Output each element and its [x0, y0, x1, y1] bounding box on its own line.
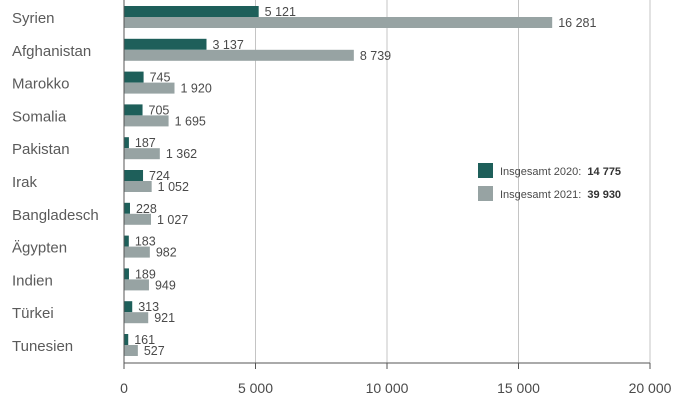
value-label-2021-afghanistan: 8 739 [360, 49, 391, 63]
x-tick-label-3: 15 000 [497, 380, 540, 396]
value-label-2021--gypten: 982 [156, 246, 177, 260]
bar-2021-bangladesch [124, 213, 152, 225]
bar-2021-t-rkei [124, 312, 149, 324]
category-label-7: Ägypten [12, 240, 67, 257]
value-label-2021-tunesien: 527 [144, 344, 165, 358]
category-label-9: Türkei [12, 305, 54, 322]
bars [124, 6, 553, 356]
value-label-2020-bangladesch: 228 [136, 202, 157, 216]
category-label-0: Syrien [12, 10, 55, 27]
value-label-2020-syrien: 5 121 [265, 5, 296, 19]
bar-2021-syrien [124, 17, 553, 28]
legend-label-2021: Insgesamt 2021: [500, 189, 581, 201]
category-label-2: Marokko [12, 76, 70, 93]
bar-2020-marokko [124, 71, 144, 83]
bar-2021--gypten [124, 246, 150, 258]
category-label-3: Somalia [12, 108, 67, 125]
category-label-5: Irak [12, 174, 38, 191]
x-tick-label-1: 5 000 [238, 380, 273, 396]
value-label-2021-t-rkei: 921 [154, 311, 175, 325]
value-label-2020-pakistan: 187 [135, 136, 156, 150]
bar-2021-somalia [124, 115, 169, 127]
bar-2021-afghanistan [124, 49, 354, 61]
category-label-6: Bangladesch [12, 207, 99, 224]
value-label-2020-somalia: 705 [149, 103, 170, 117]
value-label-2021-indien: 949 [155, 278, 176, 292]
value-label-2021-syrien: 16 281 [558, 16, 596, 30]
legend-total-2021: 39 930 [587, 189, 621, 201]
value-label-2020-tunesien: 161 [134, 333, 155, 347]
bar-2020-afghanistan [124, 38, 207, 50]
x-tick-label-4: 20 000 [629, 380, 672, 396]
bar-2020-tunesien [124, 334, 129, 345]
legend-entry-2021: Insgesamt 2021: 39 930 [500, 189, 621, 201]
value-label-2021-somalia: 1 695 [175, 114, 206, 128]
category-label-1: Afghanistan [12, 43, 91, 60]
bar-2020-syrien [124, 6, 259, 17]
category-label-8: Indien [12, 272, 53, 289]
value-label-2020-t-rkei: 313 [138, 300, 159, 314]
legend: Insgesamt 2020: 14 775 Insgesamt 2021: 3… [478, 163, 621, 201]
bar-2020-indien [124, 268, 129, 280]
legend-total-2020: 14 775 [587, 166, 621, 178]
bar-2021-irak [124, 181, 152, 192]
value-label-2021-pakistan: 1 362 [166, 147, 197, 161]
bar-2021-indien [124, 279, 149, 291]
category-labels: Syrien Afghanistan Marokko Somalia Pakistan I… [12, 10, 99, 355]
value-label-2021-bangladesch: 1 027 [157, 213, 188, 227]
bar-2020-irak [124, 170, 144, 181]
value-labels: 5 121 16 281 3 137 8 739 745 1 920 705 1 695 187… [134, 5, 596, 358]
bar-2021-pakistan [124, 148, 160, 160]
grid-lines [255, 0, 651, 363]
value-label-2020-afghanistan: 3 137 [213, 38, 244, 52]
legend-entry-2020: Insgesamt 2020: 14 775 [500, 166, 621, 178]
x-tick-label-2: 10 000 [366, 380, 409, 396]
bar-2021-tunesien [124, 345, 138, 356]
value-label-2020-marokko: 745 [150, 71, 171, 85]
value-label-2020--gypten: 183 [135, 235, 156, 249]
value-label-2021-marokko: 1 920 [180, 82, 211, 96]
bar-2020--gypten [124, 235, 129, 247]
value-label-2020-indien: 189 [135, 267, 156, 281]
legend-label-2020: Insgesamt 2020: [500, 166, 581, 178]
bar-2020-pakistan [124, 137, 129, 149]
category-label-4: Pakistan [12, 141, 70, 158]
value-label-2021-irak: 1 052 [158, 180, 189, 194]
x-axis: 0 5 000 10 000 15 000 20 000 [120, 0, 672, 396]
legend-swatch-2020 [478, 163, 493, 178]
x-tick-label-0: 0 [120, 380, 128, 396]
bar-2020-t-rkei [124, 301, 133, 313]
legend-swatch-2021 [478, 186, 493, 201]
bar-2020-somalia [124, 104, 143, 116]
value-label-2020-irak: 724 [149, 169, 170, 183]
bar-2020-bangladesch [124, 202, 130, 214]
category-label-10: Tunesien [12, 338, 73, 355]
bar-2021-marokko [124, 82, 175, 94]
